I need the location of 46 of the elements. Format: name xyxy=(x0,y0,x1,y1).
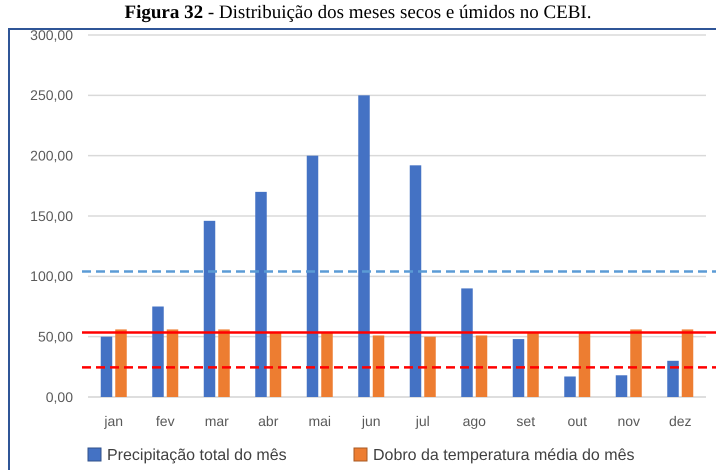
x-tick-label: jan xyxy=(103,413,124,429)
chart-title: Figura 32 - Distribuição dos meses secos e úmidos no CEBI. xyxy=(124,2,592,23)
y-tick-label: 50,00 xyxy=(38,328,74,345)
legend-label: Precipitação total do mês xyxy=(107,447,287,464)
x-tick-label: abr xyxy=(258,413,279,429)
x-tick-label: nov xyxy=(617,413,640,429)
x-tick-label: out xyxy=(568,413,588,429)
y-tick-label: 200,00 xyxy=(30,148,74,164)
x-tick-label: mai xyxy=(308,413,332,429)
bar xyxy=(578,333,590,397)
legend-label: Dobro da temperatura média do mês xyxy=(373,447,634,464)
bar xyxy=(410,165,422,397)
bar xyxy=(461,288,473,397)
bar xyxy=(424,336,436,397)
y-tick-label: 0,00 xyxy=(46,388,74,405)
x-tick-label: dez xyxy=(668,413,692,429)
bar xyxy=(100,336,112,397)
bar xyxy=(321,333,333,397)
bar xyxy=(667,360,679,397)
x-tick-label: jul xyxy=(414,413,430,429)
bar xyxy=(682,329,694,397)
bar xyxy=(306,156,318,397)
bar xyxy=(115,329,127,397)
bar xyxy=(218,329,230,397)
y-tick-label: 300,00 xyxy=(30,26,74,43)
bar xyxy=(204,220,216,397)
y-tick-label: 100,00 xyxy=(30,268,74,284)
bar xyxy=(527,333,539,397)
y-tick-label: 150,00 xyxy=(30,208,74,224)
bar xyxy=(564,376,576,397)
y-tick-label: 250,00 xyxy=(30,87,74,104)
bar xyxy=(512,339,524,397)
x-tick-label: mar xyxy=(204,413,230,429)
x-tick-label: fev xyxy=(156,413,175,429)
bar xyxy=(270,333,282,397)
bar xyxy=(358,95,370,397)
bar xyxy=(166,329,178,397)
x-tick-label: ago xyxy=(462,413,486,429)
x-tick-label: jun xyxy=(360,413,381,429)
bar xyxy=(372,335,384,397)
bar xyxy=(476,335,488,397)
bar xyxy=(255,192,267,397)
bar xyxy=(630,329,642,397)
bar xyxy=(152,306,164,397)
x-tick-label: set xyxy=(516,413,536,429)
bar xyxy=(616,375,628,397)
